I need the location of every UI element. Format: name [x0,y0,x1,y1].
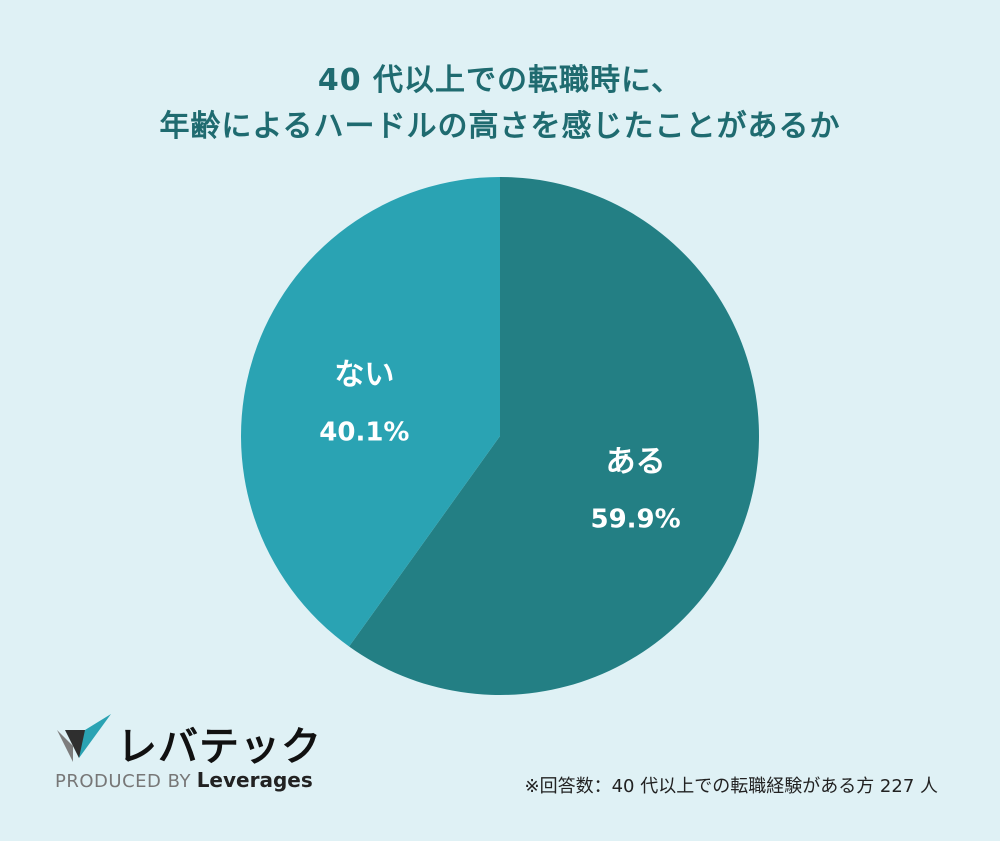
logo-mark-icon [57,714,111,762]
produced-by-line: PRODUCED BY Leverages [55,768,313,792]
slice-label-1: ない [334,357,394,392]
company-name: Leverages [196,768,313,792]
logo-wordmark: レバテック [117,724,322,770]
produced-by-text: PRODUCED BY [55,771,191,792]
pie-slice-1 [241,177,500,647]
slice-label-0: ある [606,445,666,480]
slice-value-1: 40.1% [319,417,409,447]
footnote: ※回答数：40 代以上での転職経験がある方 227 人 [524,776,938,797]
pie-slice-0 [349,177,759,695]
title-line-1: 40 代以上での転職時に、 [317,63,683,98]
slice-value-0: 59.9% [591,505,681,535]
title-line-2: 年齢によるハードルの高さを感じたことがあるか [159,109,841,144]
levtech-logo: レバテック PRODUCED BY Leverages [55,712,321,802]
chart-title: 40 代以上での転職時に、 年齢によるハードルの高さを感じたことがあるか [0,58,1000,150]
